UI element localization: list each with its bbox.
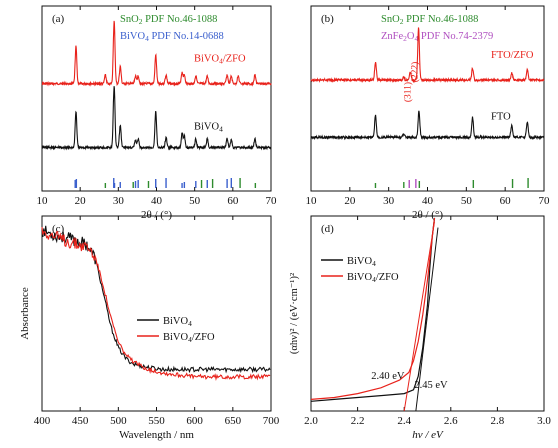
x-tick-label: 2.0 [304, 415, 318, 427]
panel-label: (b) [321, 13, 334, 25]
x-tick-label: 70 [539, 195, 551, 207]
x-tick-label: 40 [151, 195, 163, 207]
legend-entry: BiVO4/ZFO [163, 332, 215, 344]
xrd-trace [41, 20, 272, 87]
trace-label: BiVO4 [194, 122, 223, 134]
x-tick-label: 600 [186, 415, 203, 427]
legend-entry: SnO2 PDF No.46-1088 [120, 14, 217, 26]
legend-entry-part: 4 [372, 259, 376, 268]
legend-entry-part: /ZFO [376, 272, 399, 283]
x-axis-label: 2θ / (°) [412, 209, 443, 221]
legend-entry: SnO2 PDF No.46-1088 [381, 14, 478, 26]
x-tick-label: 30 [383, 195, 395, 207]
legend-entry: ZnFe2O4 PDF No.74-2379 [381, 31, 493, 43]
x-tick-label: 2.6 [444, 415, 458, 427]
tangent-line [403, 221, 435, 412]
legend-entry: BiVO4 [347, 256, 376, 268]
legend-entry-part: O [407, 31, 415, 42]
bandgap-annotation: 2.45 eV [414, 380, 448, 391]
legend-entry-part: PDF No.14-0688 [149, 31, 224, 42]
legend-entry-part: SnO [120, 14, 139, 25]
x-axis-label: hν / eV [412, 429, 444, 441]
tangent-line [415, 227, 439, 412]
legend-entry-part: 4 [415, 34, 419, 43]
legend-entry-part: 4 [188, 335, 192, 344]
panel-a: 10 20 30 40 50 60 70 (a) 2θ / (°) SnO2 PDF No.46-… [37, 5, 278, 221]
trace-label-part: FTO [491, 111, 511, 122]
x-tick-label: 2.2 [351, 415, 365, 427]
x-tick-label: 20 [75, 195, 87, 207]
panel-label: (c) [52, 223, 65, 235]
x-tick-label: 30 [113, 195, 125, 207]
legend-entry-part: 4 [372, 275, 376, 284]
x-tick-label: 60 [500, 195, 512, 207]
legend-entry: BiVO4 [163, 316, 192, 328]
trace-label: FTO/ZFO [491, 50, 534, 61]
legend-entry-part: ZnFe [381, 31, 404, 42]
trace-label-part: 4 [219, 125, 223, 134]
panel-b: 10 20 30 40 50 60 70 (b) 2θ / (°) SnO2 PDF No.46-… [306, 5, 551, 221]
x-tick-label: 70 [266, 195, 278, 207]
x-tick-label: 10 [306, 195, 318, 207]
y-axis-label: Absorbance [19, 287, 31, 340]
xrd-trace [41, 86, 272, 151]
x-tick-label: 50 [189, 195, 201, 207]
bandgap-annotation: 2.40 eV [371, 371, 405, 382]
x-tick-label: 550 [148, 415, 165, 427]
legend-entry-part: 2 [139, 17, 143, 26]
x-tick-label: 40 [422, 195, 434, 207]
peak-annotation: (311) [402, 82, 413, 102]
panel-c: 400 450 500 550 600 650 700 (c) Wavelength / nm A… [19, 215, 280, 441]
legend-entry-part: /ZFO [192, 332, 215, 343]
x-tick-label: 2.4 [397, 415, 411, 427]
tauc-trace [310, 217, 436, 402]
panel-label: (d) [321, 223, 334, 235]
x-tick-label: 2.8 [491, 415, 505, 427]
x-axis-label: 2θ / (°) [141, 209, 172, 221]
x-tick-label: 700 [263, 415, 280, 427]
trace-label-part: BiVO [194, 54, 220, 65]
x-tick-label: 500 [110, 415, 127, 427]
peak-annotation: (222) [409, 62, 420, 83]
plot-frame [310, 215, 545, 412]
legend-entry: BiVO4/ZFO [347, 272, 399, 284]
trace-label: BiVO4/ZFO [194, 54, 246, 66]
x-tick-label: 3.0 [537, 415, 551, 427]
xrd-trace [310, 27, 545, 84]
panel-label: (a) [52, 13, 65, 25]
legend-entry-part: 2 [400, 17, 404, 26]
x-tick-label: 650 [225, 415, 242, 427]
panel-d: 2.0 2.2 2.4 2.6 2.8 3.0 (d) hν / eV (αhν)² / (eV… [289, 215, 551, 441]
legend-entry: BiVO4 PDF No.14-0688 [120, 31, 224, 43]
x-tick-label: 60 [227, 195, 239, 207]
x-tick-label: 450 [72, 415, 89, 427]
trace-label: FTO [491, 111, 511, 122]
x-tick-label: 10 [37, 195, 49, 207]
legend-entry-part: 2 [403, 34, 407, 43]
x-tick-label: 50 [461, 195, 473, 207]
absorbance-trace [41, 227, 271, 381]
legend-entry-part: 4 [145, 34, 149, 43]
legend-entry-part: PDF No.46-1088 [403, 14, 478, 25]
xrd-trace [310, 110, 545, 141]
x-tick-label: 400 [34, 415, 51, 427]
legend-entry-part: BiVO [163, 316, 189, 327]
trace-label-part: /ZFO [223, 54, 246, 65]
y-axis-label: (αhν)² / (eV·cm⁻¹)² [289, 273, 300, 354]
trace-label-part: 4 [219, 57, 223, 66]
legend-entry-part: BiVO [120, 31, 146, 42]
trace-label-part: FTO/ZFO [491, 50, 534, 61]
legend-entry-part: PDF No.46-1088 [142, 14, 217, 25]
legend-entry-part: SnO [381, 14, 400, 25]
trace-label-part: BiVO [194, 122, 220, 133]
legend-entry-part: BiVO [347, 256, 373, 267]
legend-entry-part: 4 [188, 319, 192, 328]
absorbance-trace [41, 225, 271, 374]
legend-entry-part: PDF No.74-2379 [418, 31, 493, 42]
legend-entry-part: BiVO [163, 332, 189, 343]
x-axis-label: Wavelength / nm [119, 429, 194, 441]
legend-entry-part: BiVO [347, 272, 373, 283]
x-tick-label: 20 [344, 195, 356, 207]
